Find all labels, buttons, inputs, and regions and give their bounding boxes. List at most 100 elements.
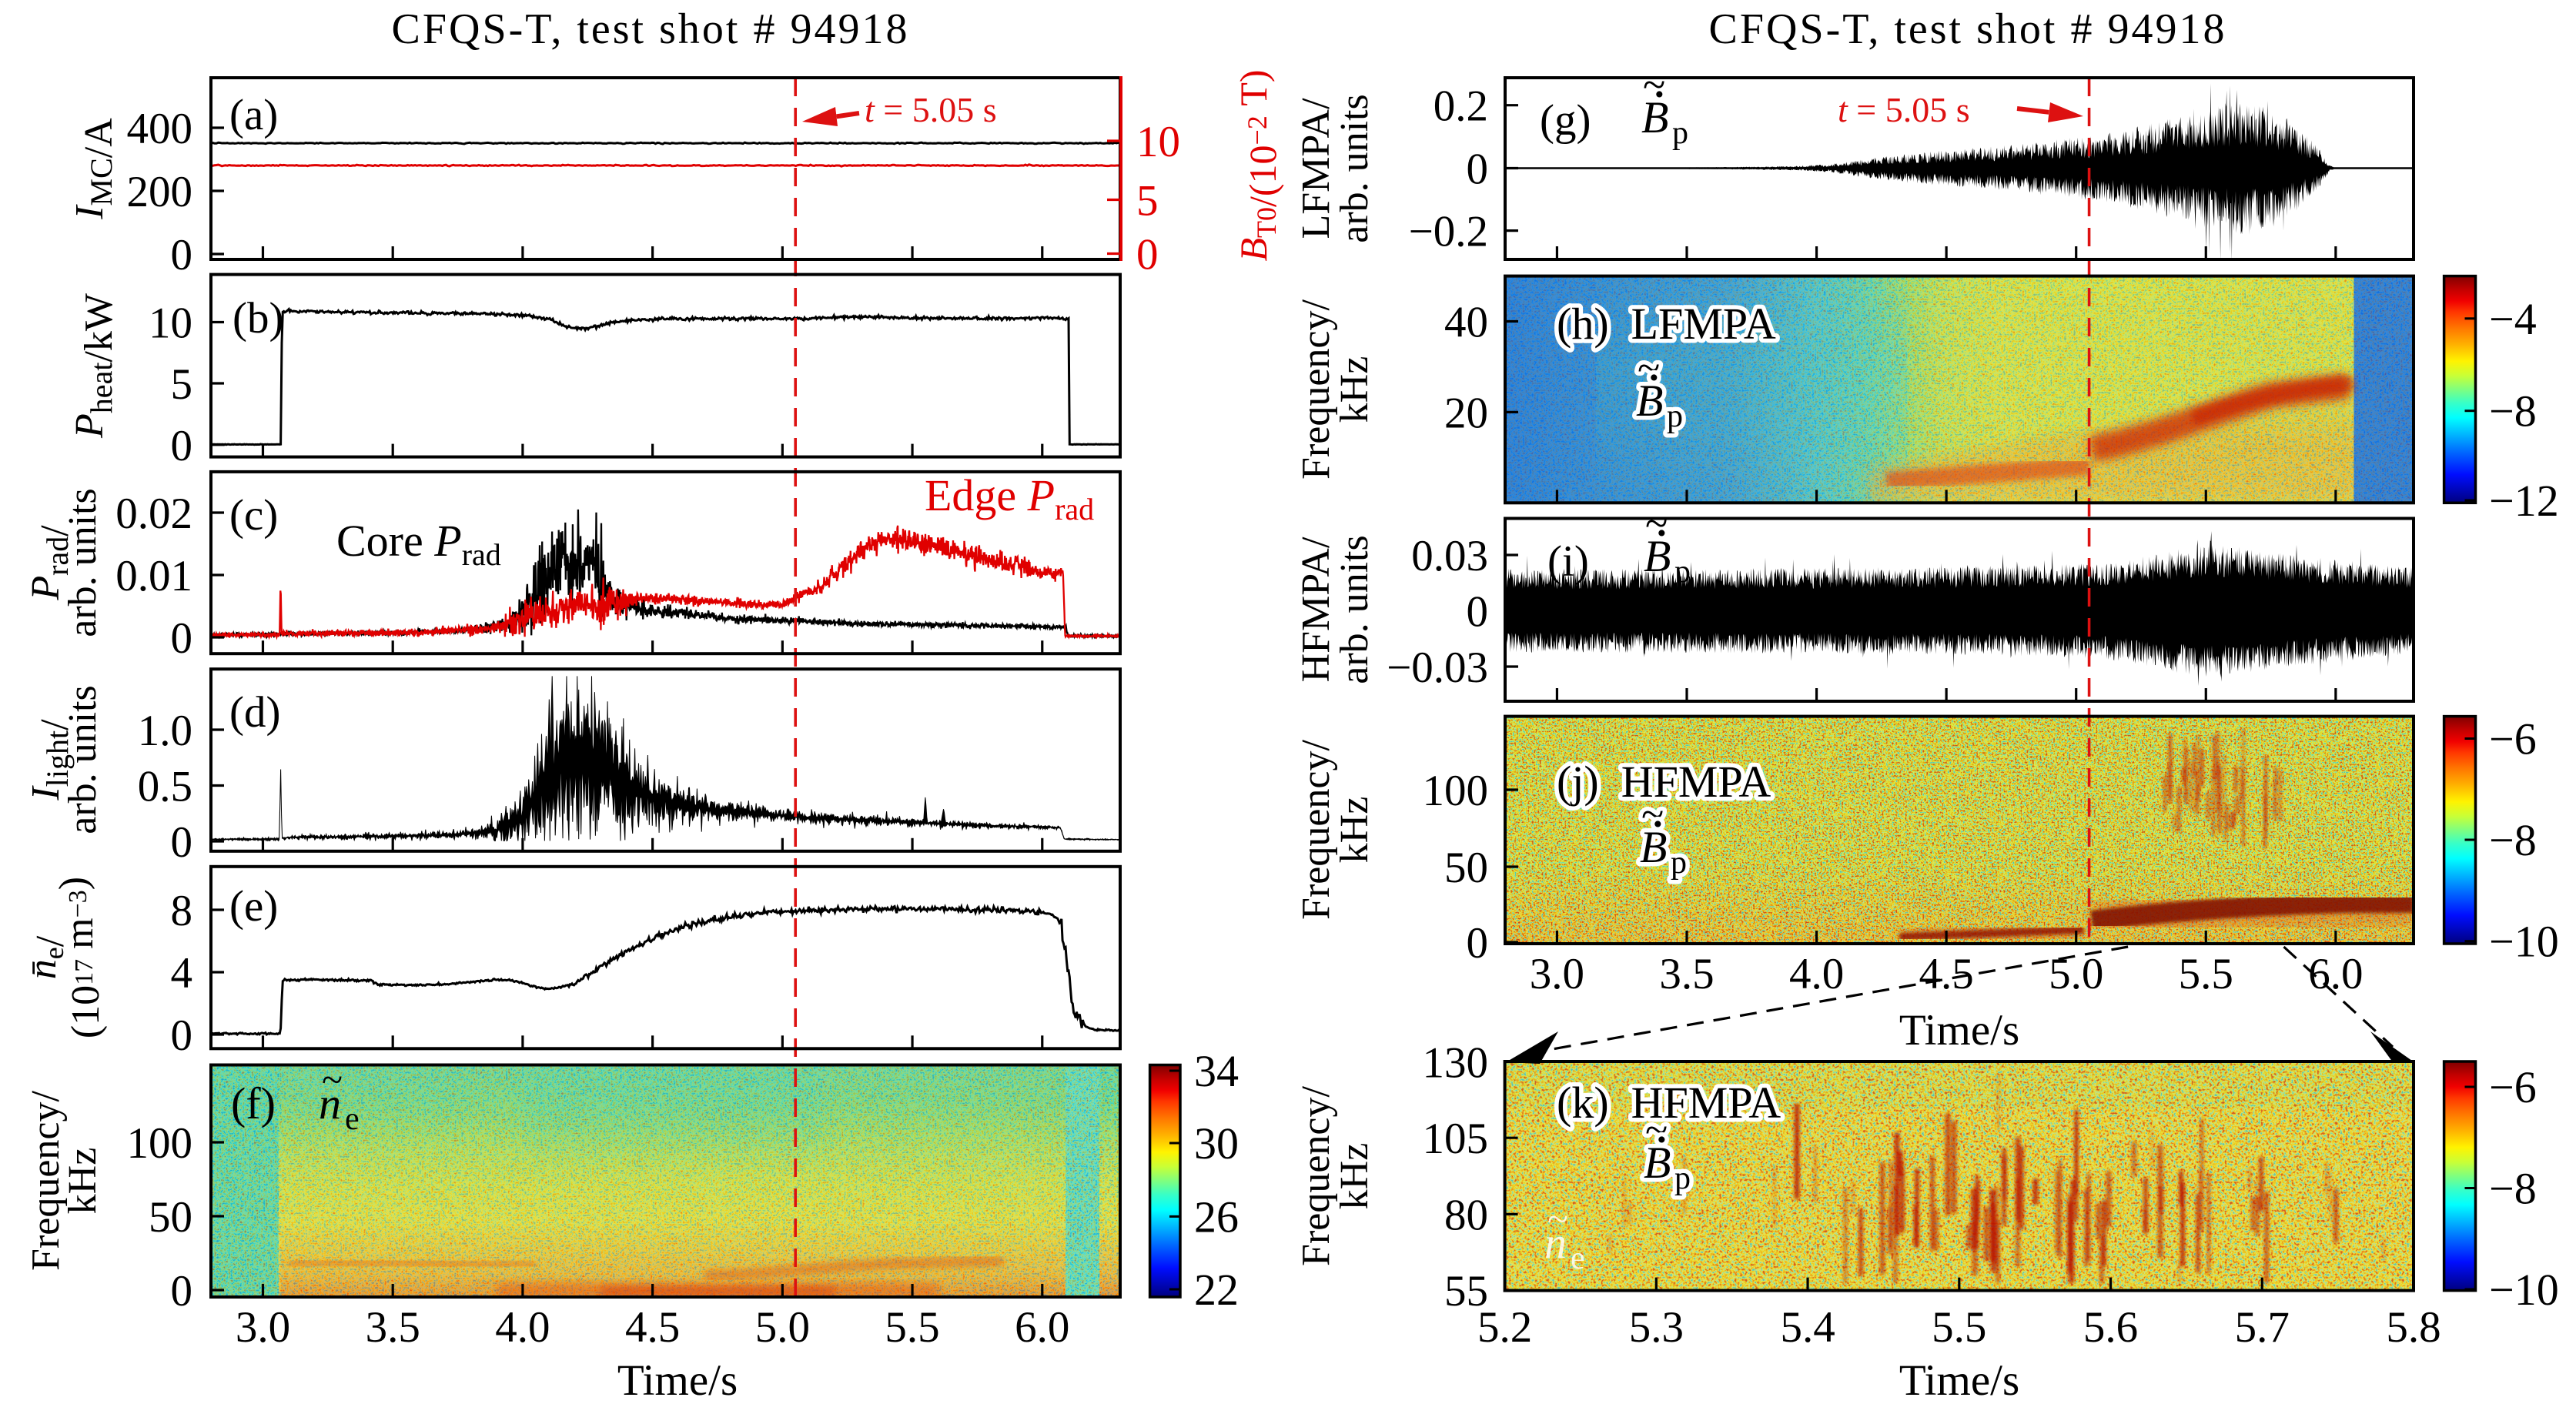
svg-text:Core Prad: Core Prad xyxy=(336,516,501,572)
svg-text:~: ~ xyxy=(1638,345,1660,391)
svg-text:B: B xyxy=(1644,531,1671,581)
svg-text:B: B xyxy=(1640,822,1667,872)
svg-text:(k) HFMPA: (k) HFMPA xyxy=(1557,1078,1781,1128)
svg-text:kHz: kHz xyxy=(1333,1143,1377,1210)
svg-text:kHz: kHz xyxy=(61,1148,105,1215)
svg-text:t = 5.05 s: t = 5.05 s xyxy=(1838,90,1970,129)
svg-text:5.0: 5.0 xyxy=(2049,950,2103,998)
svg-text:3.5: 3.5 xyxy=(366,1303,420,1352)
svg-text:(e): (e) xyxy=(229,882,278,931)
svg-text:·: · xyxy=(1655,1118,1668,1161)
svg-text:20: 20 xyxy=(1444,389,1488,437)
svg-text:~: ~ xyxy=(1641,791,1664,837)
svg-text:(c): (c) xyxy=(229,491,278,540)
svg-text:(i): (i) xyxy=(1547,537,1589,586)
svg-text:5.5: 5.5 xyxy=(2179,950,2233,998)
svg-text:Ilight/: Ilight/ xyxy=(24,719,77,801)
svg-text:1.0: 1.0 xyxy=(138,707,192,755)
svg-text:p: p xyxy=(1671,845,1687,881)
svg-text:arb. units: arb. units xyxy=(1333,94,1377,243)
svg-text:p: p xyxy=(1667,399,1683,434)
svg-text:0: 0 xyxy=(1467,145,1489,194)
svg-text:n: n xyxy=(319,1078,341,1128)
svg-text:5.3: 5.3 xyxy=(1629,1303,1684,1352)
svg-text:−8: −8 xyxy=(2489,1164,2537,1214)
svg-text:0: 0 xyxy=(171,1267,193,1315)
svg-text:4.5: 4.5 xyxy=(1919,950,1974,998)
svg-text:0: 0 xyxy=(1467,588,1489,637)
svg-text:t = 5.05 s: t = 5.05 s xyxy=(865,90,997,129)
svg-text:10: 10 xyxy=(149,299,192,348)
svg-text:0: 0 xyxy=(171,231,193,279)
svg-text:Time/s: Time/s xyxy=(1899,1006,2019,1055)
svg-text:0: 0 xyxy=(171,1011,193,1060)
svg-text:0: 0 xyxy=(171,818,193,867)
svg-text:(b): (b) xyxy=(233,294,283,343)
svg-text:6.0: 6.0 xyxy=(2308,950,2363,998)
svg-text:5.0: 5.0 xyxy=(755,1303,810,1352)
svg-text:arb. units: arb. units xyxy=(61,685,105,834)
svg-text:~: ~ xyxy=(1643,62,1665,108)
svg-text:4.0: 4.0 xyxy=(495,1303,550,1352)
svg-text:(h) LFMPA: (h) LFMPA xyxy=(1557,299,1776,349)
svg-text:8: 8 xyxy=(171,887,193,935)
svg-text:−4: −4 xyxy=(2489,294,2537,344)
svg-text:0: 0 xyxy=(171,422,193,470)
svg-text:Pheat/kW: Pheat/kW xyxy=(68,293,121,439)
svg-text:arb. units: arb. units xyxy=(61,488,105,637)
svg-text:5.7: 5.7 xyxy=(2235,1303,2290,1352)
svg-text:−0.03: −0.03 xyxy=(1387,644,1488,692)
svg-text:·: · xyxy=(1648,356,1661,399)
svg-text:5.4: 5.4 xyxy=(1780,1303,1835,1352)
svg-text:50: 50 xyxy=(149,1193,192,1242)
svg-text:(1017 m−3): (1017 m−3) xyxy=(52,877,108,1038)
svg-text:−6: −6 xyxy=(2489,714,2537,764)
svg-text:4.5: 4.5 xyxy=(625,1303,680,1352)
svg-text:5.6: 5.6 xyxy=(2083,1303,2138,1352)
svg-text:−10: −10 xyxy=(2489,917,2559,967)
svg-text:6.0: 6.0 xyxy=(1015,1303,1069,1352)
svg-text:~: ~ xyxy=(1547,1197,1568,1240)
svg-text:0: 0 xyxy=(1136,231,1159,279)
svg-text:Time/s: Time/s xyxy=(617,1356,738,1404)
svg-text:0.2: 0.2 xyxy=(1434,82,1488,131)
svg-text:n̄e/: n̄e/ xyxy=(21,935,72,979)
svg-text:400: 400 xyxy=(127,105,193,153)
svg-text:30: 30 xyxy=(1194,1118,1239,1168)
svg-text:100: 100 xyxy=(1423,767,1489,815)
svg-text:(f): (f) xyxy=(231,1078,276,1128)
svg-text:40: 40 xyxy=(1444,299,1488,347)
svg-text:4.0: 4.0 xyxy=(1789,950,1844,998)
svg-text:(g): (g) xyxy=(1540,96,1591,145)
svg-text:B: B xyxy=(1644,1138,1671,1188)
svg-text:Time/s: Time/s xyxy=(1899,1356,2019,1404)
svg-text:(d): (d) xyxy=(229,688,280,737)
svg-text:Frequency/: Frequency/ xyxy=(1294,1085,1338,1265)
svg-text:0.5: 0.5 xyxy=(138,763,192,811)
svg-text:Frequency/: Frequency/ xyxy=(24,1090,68,1270)
svg-text:5.8: 5.8 xyxy=(2386,1303,2441,1352)
svg-text:130: 130 xyxy=(1423,1039,1489,1088)
svg-text:·: · xyxy=(1651,802,1664,845)
svg-text:200: 200 xyxy=(127,168,193,216)
svg-text:CFQS-T, test shot # 94918: CFQS-T, test shot # 94918 xyxy=(392,5,910,53)
svg-text:HFMPA/: HFMPA/ xyxy=(1294,537,1338,682)
svg-text:26: 26 xyxy=(1194,1192,1239,1242)
svg-text:4: 4 xyxy=(171,949,193,998)
svg-text:34: 34 xyxy=(1194,1046,1239,1096)
svg-text:B: B xyxy=(1641,92,1668,142)
svg-text:~: ~ xyxy=(1645,500,1668,547)
svg-text:Edge Prad: Edge Prad xyxy=(925,470,1094,526)
svg-text:IMC/A: IMC/A xyxy=(68,118,121,220)
svg-text:50: 50 xyxy=(1444,844,1488,892)
svg-text:−12: −12 xyxy=(2489,476,2559,526)
svg-text:LFMPA/: LFMPA/ xyxy=(1294,98,1338,239)
svg-text:p: p xyxy=(1674,554,1691,590)
svg-text:55: 55 xyxy=(1444,1267,1488,1315)
svg-text:0.03: 0.03 xyxy=(1411,532,1488,580)
svg-text:0.01: 0.01 xyxy=(115,552,192,600)
svg-text:B: B xyxy=(1636,376,1663,426)
svg-text:Frequency/: Frequency/ xyxy=(1294,299,1338,479)
svg-text:−8: −8 xyxy=(2489,815,2537,865)
svg-text:kHz: kHz xyxy=(1333,797,1377,864)
